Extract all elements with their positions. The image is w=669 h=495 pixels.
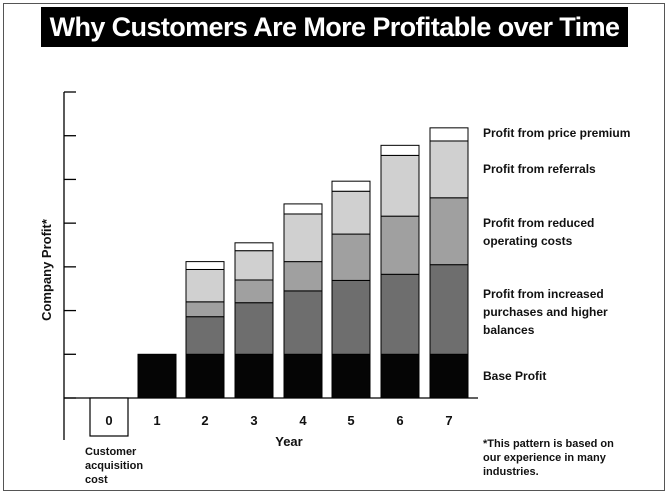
legend-label-line: Profit from price premium — [483, 126, 630, 140]
bar-segment — [283, 353, 323, 399]
footnote-line: industries. — [483, 466, 539, 478]
footnote-line: our experience in many — [483, 452, 607, 464]
bar-segment — [234, 279, 274, 304]
bar-segment — [429, 127, 469, 142]
bar-segment — [234, 250, 274, 281]
legend-label-line: Profit from reduced — [483, 216, 594, 230]
bar-segment — [331, 279, 371, 355]
bar-segment — [331, 190, 371, 235]
bar-segment — [283, 213, 323, 263]
x-axis-label: Year — [275, 434, 302, 449]
x-tick-label: 6 — [396, 413, 403, 428]
bar-segment — [185, 316, 225, 355]
bar-segment — [283, 203, 323, 215]
legend-label-line: Base Profit — [483, 369, 546, 383]
bar-segment — [234, 242, 274, 252]
x-tick-label: 0 — [105, 413, 112, 428]
acquisition-cost-label-line: acquisition — [85, 460, 143, 472]
bar-segment — [331, 353, 371, 399]
bar-segment — [380, 144, 420, 156]
bar-segment — [380, 215, 420, 275]
acquisition-cost-label: Customer acquisition cost — [85, 446, 143, 486]
acquisition-cost-label-line: cost — [85, 474, 108, 486]
x-tick-label: 4 — [299, 413, 307, 428]
x-tick-label: 1 — [153, 413, 160, 428]
bar-segment — [185, 268, 225, 303]
x-tick-label: 5 — [347, 413, 354, 428]
bar-segment — [283, 261, 323, 292]
legend-label: Profit from reduced operating costs — [483, 216, 594, 248]
acquisition-cost-box — [89, 397, 129, 437]
footnote-line: *This pattern is based on — [483, 438, 614, 450]
title-bar: Why Customers Are More Profitable over T… — [41, 7, 628, 47]
legend-label: Profit from increased purchases and highe… — [483, 287, 608, 337]
legend-label-line: Profit from referrals — [483, 162, 596, 176]
legend-label-line: Profit from increased — [483, 287, 604, 301]
bar-segment — [137, 353, 177, 399]
bar-segment — [380, 273, 420, 355]
legend-label: Base Profit — [483, 369, 546, 383]
legend-label-line: balances — [483, 323, 535, 337]
bar-segment — [185, 301, 225, 318]
footnote: *This pattern is based on our experience … — [483, 438, 614, 478]
bar-segment — [185, 261, 225, 270]
bar-segment — [429, 353, 469, 399]
legend: Profit from price premium Profit from ref… — [483, 126, 630, 383]
y-axis-label: Company Profit* — [39, 218, 54, 321]
bar-segment — [429, 264, 469, 355]
acquisition-cost-label-line: Customer — [85, 446, 137, 458]
legend-label: Profit from price premium — [483, 126, 630, 140]
bar-segment — [429, 197, 469, 266]
x-tick-label: 2 — [201, 413, 208, 428]
bar-segment — [380, 353, 420, 399]
bars-group — [89, 127, 469, 437]
bar-segment — [234, 353, 274, 399]
bar-segment — [380, 154, 420, 217]
bar-segment — [331, 180, 371, 192]
legend-label-line: purchases and higher — [483, 305, 608, 319]
bar-segment — [331, 233, 371, 281]
bar-segment — [429, 140, 469, 199]
bar-segment — [283, 290, 323, 355]
chart-title: Why Customers Are More Profitable over T… — [49, 11, 620, 42]
legend-label: Profit from referrals — [483, 162, 596, 176]
x-tick-label: 7 — [445, 413, 452, 428]
legend-label-line: operating costs — [483, 234, 573, 248]
x-tick-label: 3 — [250, 413, 257, 428]
bar-segment — [185, 353, 225, 399]
x-tick-labels: 0 1 2 3 4 5 6 7 — [105, 413, 452, 428]
bar-segment — [234, 302, 274, 355]
